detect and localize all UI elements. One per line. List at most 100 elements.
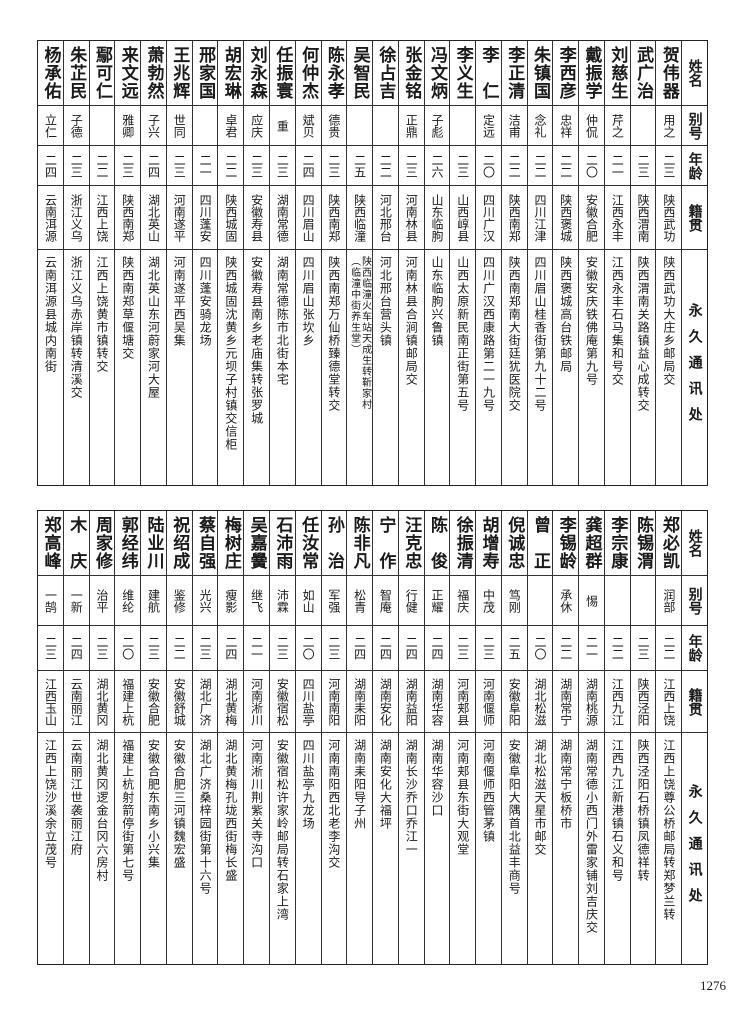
cell-address: 陕西渭南关路镇益心成转交 <box>631 250 656 485</box>
person-name: 何仲杰 <box>298 46 319 100</box>
person-column: 祝绍成 鉴修 二二 安徽舒城 安徽合肥三河镇魏宏盛 <box>165 511 192 964</box>
address-note: （临潼中街养生堂） <box>348 256 360 355</box>
cell-origin: 河南林县 <box>398 186 424 250</box>
header-age-label: 年龄 <box>686 634 703 662</box>
cell-name: 陈 俊 <box>424 511 450 576</box>
person-address: 陕西武功大庄乡邮局交 <box>661 256 676 386</box>
person-alias: 斌贝 <box>301 113 316 138</box>
person-alias: 世同 <box>172 113 187 138</box>
cell-name: 刘永森 <box>244 41 269 106</box>
cell-alias: 继飞 <box>244 576 269 626</box>
person-name: 蔡自强 <box>195 516 216 570</box>
cell-origin: 陕西城固 <box>218 186 244 250</box>
person-column: 李正清 洁甫 二二 陕西南郑 陕西南郑南大街廷犹医院交 <box>500 41 527 485</box>
person-address: 湖南安化大福坪 <box>378 739 393 830</box>
person-origin: 陕西泾阳 <box>636 677 651 726</box>
person-column: 周家修 治平 二三 湖北黄冈 湖北黄冈逻金台冈六房村 <box>88 511 115 964</box>
person-name: 李西彦 <box>555 46 576 100</box>
cell-name: 朱镇国 <box>527 41 553 106</box>
cell-origin: 河南偃师 <box>476 671 501 733</box>
cell-age: 二一 <box>579 626 604 671</box>
person-age: 二四 <box>404 636 419 660</box>
person-origin: 江西上饶 <box>95 193 109 242</box>
person-address: 河南林县合涧镇邮局交 <box>404 256 419 386</box>
person-column: 刘永森 应庆 二三 安徽寿县 安徽寿县南乡老庙集转张罗城 <box>243 41 269 485</box>
person-name: 来文远 <box>117 46 138 100</box>
person-address: 河南南阳西北老李沟交 <box>326 739 341 869</box>
person-origin: 江西永丰 <box>610 193 625 242</box>
cell-alias: 子兴 <box>141 106 166 146</box>
person-column: 张金铭 正鼎 二三 河南林县 河南林县合涧镇邮局交 <box>397 41 424 485</box>
cell-origin: 安徽宿松 <box>269 671 295 733</box>
person-origin: 湖北广济 <box>198 677 213 726</box>
person-name: 刘永森 <box>246 46 267 100</box>
person-age: 二二 <box>558 153 573 178</box>
person-alias: 光兴 <box>198 588 213 613</box>
person-column: 胡增寿 中茂 二三 河南偃师 河南偃师西管茅镇 <box>475 511 501 964</box>
person-name: 陆业川 <box>143 516 164 570</box>
person-address: 湖北松滋天星市邮交 <box>533 739 548 856</box>
person-address: 湖北广济桑梓园街第十六号 <box>198 739 213 895</box>
cell-age: 二〇 <box>115 626 141 671</box>
person-alias: 子彪 <box>429 113 444 138</box>
cell-age: 二四 <box>373 626 398 671</box>
person-column: 徐占吉 二二 河北邢台 河北邢台营头镇 <box>372 41 398 485</box>
cell-age: 二三 <box>398 146 424 186</box>
cell-origin: 福建上杭 <box>115 671 141 733</box>
person-column: 邢家国 二一 四川蓬安 四川蓬安骑龙场 <box>191 41 218 485</box>
cell-age: 二三 <box>244 146 269 186</box>
header-address: 永久通讯处 <box>682 733 707 964</box>
person-alias: 建航 <box>146 588 161 613</box>
person-address: 湖南常德陈市北街本宅 <box>275 256 290 386</box>
person-origin: 陕西南郑 <box>507 193 522 242</box>
person-alias: 沛霖 <box>275 588 290 613</box>
cell-name: 郑高峰 <box>38 511 63 576</box>
person-address: 河南偃师西管茅镇 <box>481 739 496 843</box>
person-address: 安徽宿松许家岭邮局转石家上湾 <box>275 739 290 921</box>
person-column: 陈非凡 松青 二四 湖南耒阳 湖南耒阳导子州 <box>346 511 373 964</box>
header-age-label: 年龄 <box>686 151 703 180</box>
cell-name: 郭经纬 <box>115 511 141 576</box>
header-origin-label: 籍贯 <box>686 687 703 716</box>
person-column: 郭经纬 维纶 二〇 福建上杭 福建上杭射箭停街第七号 <box>114 511 141 964</box>
person-alias: 福庆 <box>455 588 470 613</box>
cell-name: 何仲杰 <box>295 41 321 106</box>
person-name: 宁 作 <box>375 516 396 570</box>
cell-address: 浙江义乌赤岸镇转清溪交 <box>64 250 89 485</box>
person-column: 石沛雨 沛霖 二三 安徽宿松 安徽宿松许家岭邮局转石家上湾 <box>268 511 295 964</box>
person-alias: 子德 <box>69 113 84 138</box>
person-name: 贺伟器 <box>658 46 679 100</box>
cell-origin: 江西上饶 <box>89 186 115 250</box>
cell-origin: 湖南益阳 <box>398 671 424 733</box>
cell-alias <box>527 576 553 626</box>
cell-name: 郑必凯 <box>656 511 682 576</box>
cell-address: 陕西泾阳石桥镇凤德祥转 <box>631 733 656 964</box>
cell-age: 二四 <box>38 146 63 186</box>
person-address: 安徽合肥东南乡小兴集 <box>146 739 161 869</box>
cell-origin: 湖北英山 <box>141 186 166 250</box>
cell-origin: 安徽舒城 <box>166 671 192 733</box>
cell-age: 二二 <box>656 626 682 671</box>
cell-address: 陕西武功大庄乡邮局交 <box>656 250 681 485</box>
cell-address: 湖南华容沙口 <box>425 733 450 964</box>
cell-alias <box>450 106 476 146</box>
cell-alias: 洁甫 <box>501 106 527 146</box>
person-age: 二二 <box>223 153 238 178</box>
cell-age: 二三 <box>115 146 141 186</box>
person-age: 二三 <box>455 636 470 660</box>
cell-address: 安徽合肥东南乡小兴集 <box>141 733 166 964</box>
header-name: 姓名 <box>682 41 707 106</box>
person-age: 二三 <box>275 153 290 178</box>
cell-alias: 斌贝 <box>295 106 321 146</box>
person-name: 张金铭 <box>401 46 422 100</box>
cell-age: 二一 <box>604 146 630 186</box>
person-origin: 安徽阜阳 <box>507 677 522 726</box>
cell-address: 福建上杭射箭停街第七号 <box>115 733 140 964</box>
cell-origin: 四川广汉 <box>476 186 501 250</box>
person-age: 二四 <box>43 153 58 178</box>
person-name: 李正清 <box>504 46 525 100</box>
cell-name: 王兆辉 <box>166 41 192 106</box>
cell-name: 宁 作 <box>373 511 398 576</box>
person-address: 河南遂平西吴集 <box>172 256 187 347</box>
person-alias: 承休 <box>558 588 573 613</box>
